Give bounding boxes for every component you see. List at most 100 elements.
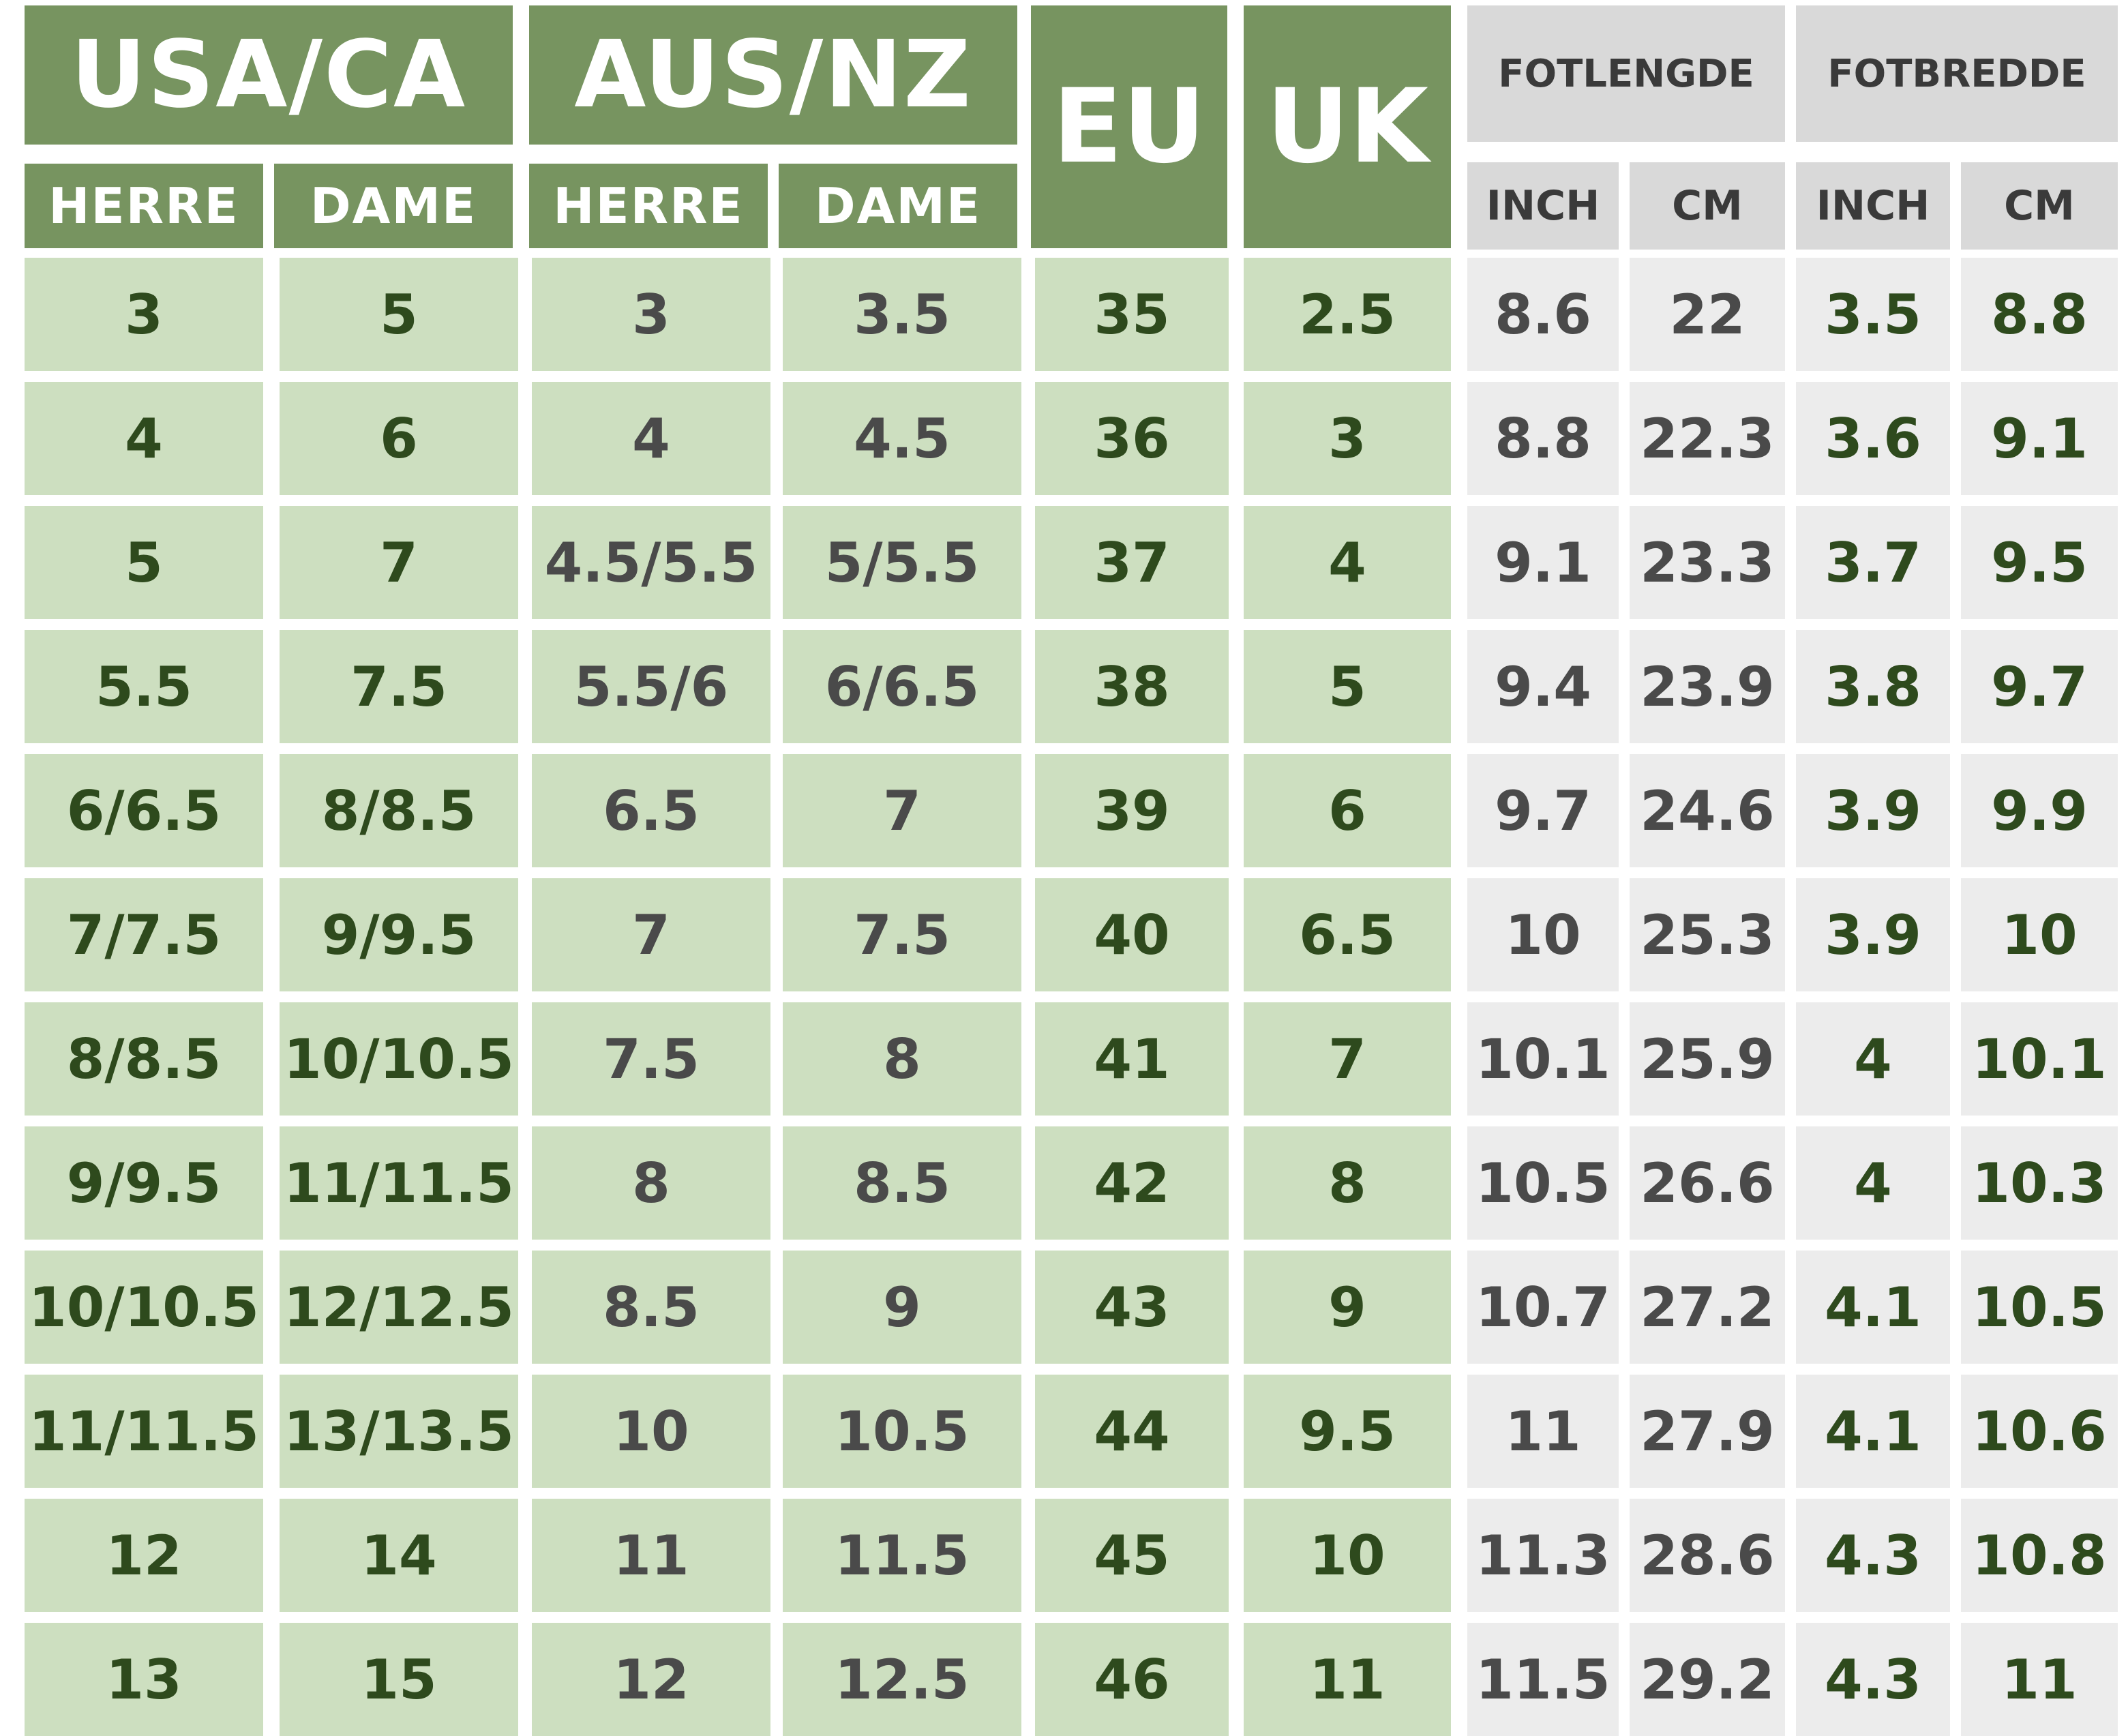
cell-eu: 35 (1035, 258, 1229, 371)
cell-usa-dame: 12/12.5 (280, 1251, 518, 1364)
cell-fotlengde-inch: 10 (1467, 878, 1619, 991)
cell-fotbredde-cm: 10.6 (1961, 1375, 2118, 1488)
cell-fotlengde-cm: 25.3 (1630, 878, 1785, 991)
cell-fotlengde-inch: 11 (1467, 1375, 1619, 1488)
cell-usa-dame: 7 (280, 506, 518, 619)
cell-uk: 6.5 (1244, 878, 1451, 991)
cell-fotlengde-inch: 10.1 (1467, 1002, 1619, 1116)
cell-eu: 36 (1035, 382, 1229, 495)
cell-fotlengde-inch: 8.8 (1467, 382, 1619, 495)
header-fotlengde: FOTLENGDE (1467, 5, 1785, 142)
cell-usa-dame: 14 (280, 1499, 518, 1612)
cell-usa-herre: 10/10.5 (25, 1251, 263, 1364)
cell-fotlengde-inch: 11.3 (1467, 1499, 1619, 1612)
subheader-fotbredde-inch: INCH (1796, 162, 1950, 250)
cell-aus-herre: 10 (532, 1375, 770, 1488)
cell-eu: 40 (1035, 878, 1229, 991)
cell-aus-herre: 4 (532, 382, 770, 495)
header-fotbredde: FOTBREDDE (1796, 5, 2118, 142)
cell-fotlengde-cm: 27.2 (1630, 1251, 1785, 1364)
cell-aus-dame: 3.5 (783, 258, 1021, 371)
cell-eu: 43 (1035, 1251, 1229, 1364)
cell-usa-herre: 7/7.5 (25, 878, 263, 991)
header-eu: EU (1031, 5, 1227, 248)
cell-aus-dame: 4.5 (783, 382, 1021, 495)
cell-aus-herre: 11 (532, 1499, 770, 1612)
cell-fotbredde-cm: 9.7 (1961, 630, 2118, 743)
cell-fotbredde-inch: 4 (1796, 1126, 1950, 1240)
cell-aus-dame: 8.5 (783, 1126, 1021, 1240)
cell-fotbredde-inch: 3.7 (1796, 506, 1950, 619)
cell-aus-herre: 3 (532, 258, 770, 371)
subheader-fotbredde-cm: CM (1961, 162, 2118, 250)
cell-fotbredde-cm: 9.9 (1961, 754, 2118, 867)
cell-fotlengde-inch: 10.7 (1467, 1251, 1619, 1364)
cell-uk: 6 (1244, 754, 1451, 867)
cell-aus-dame: 7 (783, 754, 1021, 867)
cell-aus-herre: 4.5/5.5 (532, 506, 770, 619)
cell-uk: 8 (1244, 1126, 1451, 1240)
cell-usa-dame: 10/10.5 (280, 1002, 518, 1116)
cell-aus-herre: 7.5 (532, 1002, 770, 1116)
header-usa-ca: USA/CA (25, 5, 513, 145)
cell-usa-dame: 9/9.5 (280, 878, 518, 991)
cell-fotlengde-cm: 26.6 (1630, 1126, 1785, 1240)
subheader-usa-dame: DAME (274, 164, 513, 248)
cell-fotbredde-cm: 9.1 (1961, 382, 2118, 495)
cell-fotlengde-inch: 8.6 (1467, 258, 1619, 371)
cell-usa-herre: 8/8.5 (25, 1002, 263, 1116)
cell-fotlengde-cm: 29.2 (1630, 1623, 1785, 1736)
cell-usa-herre: 11/11.5 (25, 1375, 263, 1488)
cell-eu: 42 (1035, 1126, 1229, 1240)
cell-uk: 4 (1244, 506, 1451, 619)
cell-usa-herre: 6/6.5 (25, 754, 263, 867)
cell-uk: 5 (1244, 630, 1451, 743)
cell-fotbredde-inch: 3.9 (1796, 754, 1950, 867)
cell-uk: 7 (1244, 1002, 1451, 1116)
cell-fotbredde-cm: 8.8 (1961, 258, 2118, 371)
cell-eu: 37 (1035, 506, 1229, 619)
cell-fotbredde-inch: 4.1 (1796, 1251, 1950, 1364)
cell-fotlengde-cm: 28.6 (1630, 1499, 1785, 1612)
cell-fotbredde-inch: 4 (1796, 1002, 1950, 1116)
cell-usa-dame: 7.5 (280, 630, 518, 743)
cell-aus-dame: 10.5 (783, 1375, 1021, 1488)
cell-aus-dame: 7.5 (783, 878, 1021, 991)
cell-aus-dame: 9 (783, 1251, 1021, 1364)
cell-fotlengde-inch: 9.7 (1467, 754, 1619, 867)
cell-fotlengde-inch: 9.4 (1467, 630, 1619, 743)
subheader-usa-herre: HERRE (25, 164, 263, 248)
cell-aus-dame: 8 (783, 1002, 1021, 1116)
cell-eu: 46 (1035, 1623, 1229, 1736)
cell-uk: 3 (1244, 382, 1451, 495)
cell-aus-dame: 6/6.5 (783, 630, 1021, 743)
cell-fotlengde-cm: 24.6 (1630, 754, 1785, 867)
cell-aus-dame: 5/5.5 (783, 506, 1021, 619)
cell-fotlengde-inch: 11.5 (1467, 1623, 1619, 1736)
cell-uk: 9 (1244, 1251, 1451, 1364)
cell-fotbredde-cm: 10.5 (1961, 1251, 2118, 1364)
cell-fotlengde-cm: 23.9 (1630, 630, 1785, 743)
cell-eu: 39 (1035, 754, 1229, 867)
cell-fotlengde-cm: 22.3 (1630, 382, 1785, 495)
cell-fotbredde-inch: 3.8 (1796, 630, 1950, 743)
subheader-aus-herre: HERRE (529, 164, 768, 248)
cell-fotbredde-cm: 10.8 (1961, 1499, 2118, 1612)
cell-usa-herre: 12 (25, 1499, 263, 1612)
cell-fotbredde-cm: 9.5 (1961, 506, 2118, 619)
cell-eu: 41 (1035, 1002, 1229, 1116)
cell-fotlengde-cm: 22 (1630, 258, 1785, 371)
cell-usa-herre: 5.5 (25, 630, 263, 743)
cell-eu: 45 (1035, 1499, 1229, 1612)
cell-usa-dame: 6 (280, 382, 518, 495)
cell-aus-dame: 12.5 (783, 1623, 1021, 1736)
cell-fotbredde-inch: 3.9 (1796, 878, 1950, 991)
cell-fotlengde-cm: 25.9 (1630, 1002, 1785, 1116)
cell-fotbredde-inch: 3.6 (1796, 382, 1950, 495)
cell-fotlengde-cm: 23.3 (1630, 506, 1785, 619)
cell-usa-herre: 13 (25, 1623, 263, 1736)
cell-uk: 11 (1244, 1623, 1451, 1736)
cell-aus-herre: 6.5 (532, 754, 770, 867)
cell-usa-dame: 8/8.5 (280, 754, 518, 867)
